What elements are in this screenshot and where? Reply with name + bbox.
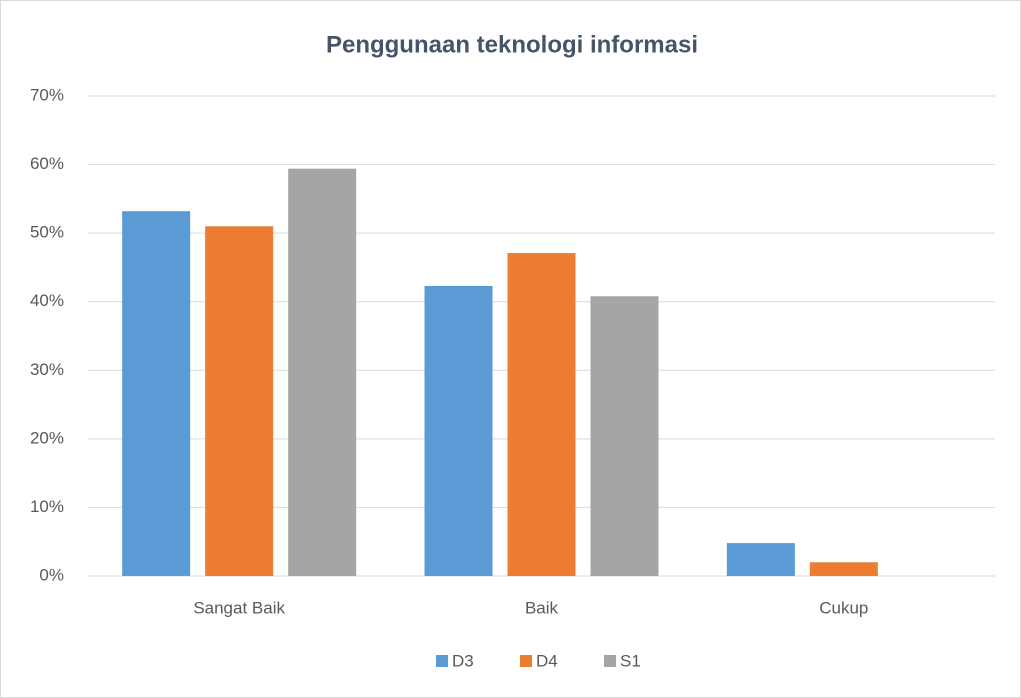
legend-label: D3 — [452, 651, 474, 670]
bar — [726, 543, 795, 576]
y-tick-label: 60% — [30, 154, 64, 173]
legend-label: S1 — [620, 651, 641, 670]
legend-swatch — [520, 655, 532, 667]
bar — [205, 226, 274, 577]
y-tick-label: 70% — [30, 85, 64, 104]
y-tick-label: 40% — [30, 291, 64, 310]
legend-swatch — [436, 655, 448, 667]
bar — [809, 562, 878, 576]
y-tick-label: 0% — [39, 565, 64, 584]
bar — [122, 211, 191, 576]
y-tick-label: 50% — [30, 223, 64, 242]
bar — [288, 168, 357, 576]
chart-title: Penggunaan teknologi informasi — [326, 31, 698, 58]
legend-label: D4 — [536, 651, 558, 670]
legend-swatch — [604, 655, 616, 667]
y-tick-label: 30% — [30, 360, 64, 379]
x-tick-label: Sangat Baik — [193, 598, 285, 617]
x-tick-label: Cukup — [819, 598, 868, 617]
bar — [590, 296, 659, 576]
y-tick-label: 20% — [30, 428, 64, 447]
bar — [424, 285, 493, 576]
x-tick-label: Baik — [525, 598, 559, 617]
y-tick-label: 10% — [30, 497, 64, 516]
bar — [507, 253, 576, 576]
